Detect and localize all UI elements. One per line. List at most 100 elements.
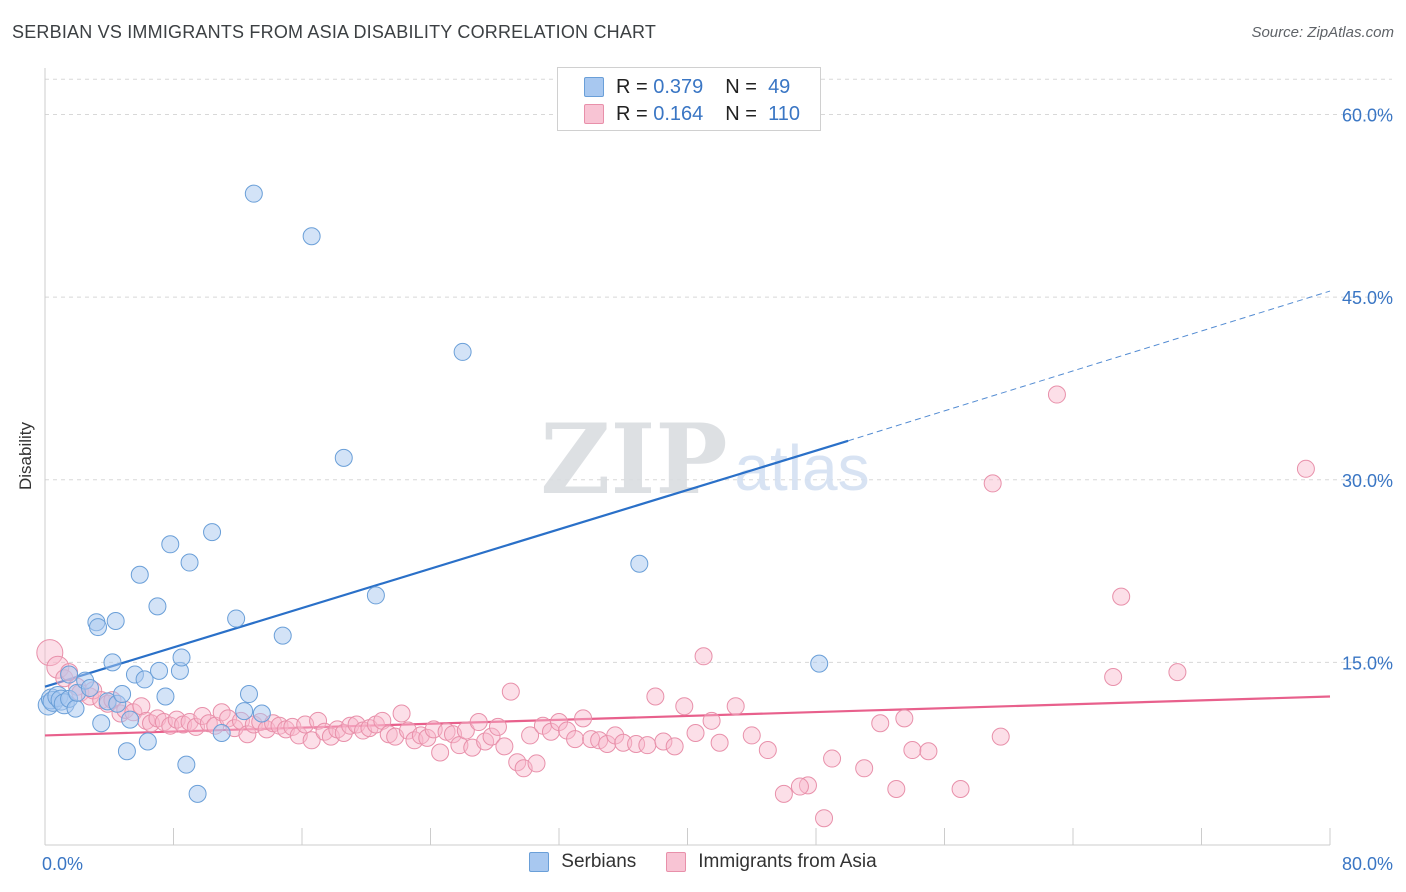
legend-swatch-asia <box>584 104 604 124</box>
data-point-asia <box>302 731 321 750</box>
data-point-serbians <box>156 687 175 706</box>
data-point-asia <box>456 721 475 740</box>
trend-line-serbians <box>44 439 849 688</box>
data-point-asia <box>726 697 745 716</box>
data-point-asia <box>903 741 922 760</box>
data-point-asia <box>823 749 842 768</box>
axes <box>44 68 1331 846</box>
data-point-asia <box>132 697 151 716</box>
data-point-asia <box>1112 587 1131 606</box>
data-point-asia <box>482 727 501 746</box>
data-points <box>36 184 1315 828</box>
x-tick-label: 0.0% <box>42 854 83 874</box>
legend-n-label: N = <box>725 75 757 98</box>
data-point-asia <box>895 709 914 728</box>
x-tick-label: 80.0% <box>1342 854 1393 874</box>
data-point-asia <box>1047 385 1066 404</box>
data-point-serbians <box>148 597 167 616</box>
series-name-serbians: Serbians <box>561 851 637 872</box>
series-swatch-asia <box>666 852 687 872</box>
data-point-asia <box>501 682 520 701</box>
grid-lines <box>45 78 1392 663</box>
data-point-serbians <box>235 702 254 721</box>
data-point-asia <box>488 717 507 736</box>
data-point-serbians <box>366 586 385 605</box>
data-point-serbians <box>60 665 79 684</box>
data-point-serbians <box>117 742 136 761</box>
data-point-serbians <box>334 448 353 467</box>
data-point-serbians <box>273 626 292 645</box>
series-name-asia: Immigrants from Asia <box>698 851 877 872</box>
data-point-asia <box>521 726 540 745</box>
data-point-asia <box>742 726 761 745</box>
data-point-asia <box>675 697 694 716</box>
data-point-asia <box>758 741 777 760</box>
series-swatch-serbians <box>529 852 550 872</box>
data-point-asia <box>36 639 64 667</box>
y-tick-label: 45.0% <box>1342 288 1393 308</box>
data-point-asia <box>702 711 721 730</box>
watermark-atlas: atlas <box>734 432 869 504</box>
y-tick-label: 15.0% <box>1342 653 1393 673</box>
trend-lines <box>44 290 1331 737</box>
data-point-serbians <box>172 648 191 667</box>
data-point-asia <box>614 733 633 752</box>
data-point-serbians <box>302 227 321 246</box>
data-point-asia <box>566 730 585 749</box>
data-point-asia <box>887 779 906 798</box>
data-point-asia <box>469 713 488 732</box>
data-point-serbians <box>130 565 149 584</box>
correlation-legend: R = 0.379 N = 49 R = 0.164 N = 110 <box>557 67 821 131</box>
data-point-serbians <box>239 685 258 704</box>
data-point-serbians <box>150 661 169 680</box>
data-point-asia <box>919 742 938 761</box>
data-point-serbians <box>138 732 157 751</box>
series-legend-asia[interactable]: Immigrants from Asia <box>666 851 877 873</box>
legend-r-label: R = <box>616 75 648 98</box>
data-point-asia <box>790 777 809 796</box>
data-point-serbians <box>180 553 199 572</box>
data-point-asia <box>527 754 546 773</box>
series-legend-serbians[interactable]: Serbians <box>529 851 636 873</box>
data-point-asia <box>334 723 353 742</box>
data-point-asia <box>951 779 970 798</box>
data-point-serbians <box>121 710 140 729</box>
data-point-asia <box>871 714 890 733</box>
trend-line-serbians-extension <box>847 290 1331 442</box>
data-point-asia <box>1296 459 1315 478</box>
y-axis-label: Disability <box>16 421 35 491</box>
data-point-asia <box>1104 667 1123 686</box>
legend-row-asia: R = 0.164 N = 110 <box>584 103 800 125</box>
data-point-asia <box>574 709 593 728</box>
data-point-asia <box>686 723 705 742</box>
data-point-asia <box>646 687 665 706</box>
y-tick-label: 60.0% <box>1342 106 1393 126</box>
watermark: ZIP atlas <box>540 403 869 516</box>
tick-labels: 15.0% 30.0% 45.0% 60.0% 0.0% 80.0% <box>42 106 1393 874</box>
trend-line-asia <box>44 695 1331 737</box>
data-point-asia <box>694 647 713 666</box>
watermark-zip: ZIP <box>540 403 727 516</box>
data-point-asia <box>983 474 1002 493</box>
data-point-serbians <box>161 535 180 554</box>
data-point-asia <box>855 759 874 778</box>
data-point-asia <box>193 706 212 725</box>
data-point-asia <box>392 704 411 723</box>
data-point-asia <box>638 736 657 755</box>
data-point-serbians <box>227 609 246 628</box>
data-point-serbians <box>89 618 108 637</box>
data-point-serbians <box>810 654 829 673</box>
data-point-asia <box>309 711 328 730</box>
data-point-asia <box>665 737 684 756</box>
chart-title: SERBIAN VS IMMIGRANTS FROM ASIA DISABILI… <box>12 22 657 42</box>
data-point-asia <box>654 732 673 751</box>
data-point-serbians <box>252 704 271 723</box>
legend-n-label: N = <box>725 102 757 125</box>
legend-r-value: 0.164 <box>653 102 704 125</box>
data-point-asia <box>991 727 1010 746</box>
legend-n-value: 110 <box>768 102 800 125</box>
y-tick-label: 30.0% <box>1342 471 1393 491</box>
chart-source: Source: ZipAtlas.com <box>1251 24 1394 41</box>
data-point-serbians <box>92 714 111 733</box>
